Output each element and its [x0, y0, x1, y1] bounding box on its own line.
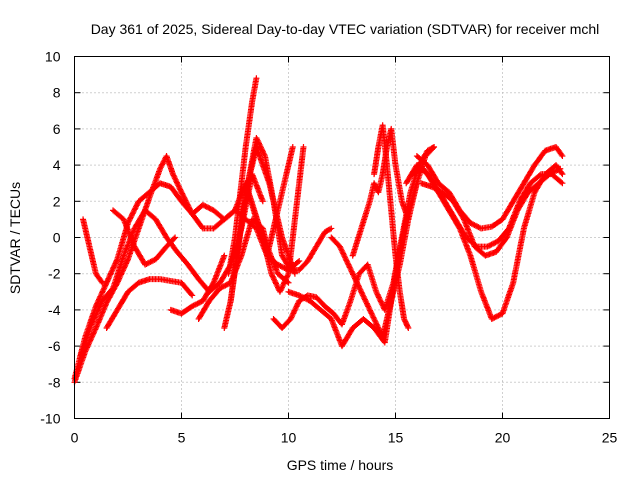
data-point: [178, 189, 185, 196]
y-tick-label: -4: [48, 302, 61, 318]
y-tick-label: 6: [53, 121, 61, 137]
series-track-markers: [243, 145, 307, 294]
series-track-markers: [104, 276, 195, 330]
series-track-markers: [225, 76, 260, 276]
tick-labels: 0 5 10 15 20 25 -10 -8 -6 -4 -2 0 2 4 6 8 10: [40, 49, 617, 446]
series-track-markers: [371, 123, 411, 330]
y-tick-label: -2: [48, 266, 61, 282]
x-tick-label: 10: [281, 430, 297, 446]
plot-frame: [74, 56, 610, 419]
series-track-markers: [80, 217, 105, 285]
data-points: [71, 75, 566, 386]
x-tick-label: 20: [495, 430, 511, 446]
y-tick-label: 10: [45, 49, 61, 65]
y-tick-label: 8: [53, 85, 61, 101]
y-tick-label: 4: [53, 157, 61, 173]
y-tick-label: -10: [40, 411, 60, 427]
series-track-markers: [169, 254, 227, 317]
series-track-markers: [264, 145, 296, 258]
x-tick-label: 15: [388, 430, 404, 446]
data-point: [557, 165, 564, 172]
x-tick-label: 25: [602, 430, 618, 446]
series-track-13: [264, 144, 296, 259]
data-point: [409, 171, 416, 178]
series-track-6: [110, 207, 179, 268]
series-track-22: [418, 165, 564, 259]
data-point: [353, 279, 360, 286]
x-tick-label: 5: [178, 430, 186, 446]
y-axis-label: SDTVAR / TECUs: [7, 182, 23, 294]
x-axis-label: GPS time / hours: [287, 457, 394, 473]
series-track-5: [103, 276, 196, 331]
series-track-markers: [419, 166, 562, 259]
chart-title: Day 361 of 2025, Sidereal Day-to-day VTE…: [91, 21, 600, 37]
y-tick-label: -8: [48, 374, 61, 390]
series-track-18: [371, 122, 412, 331]
data-point: [371, 315, 378, 322]
series-track-4: [80, 216, 106, 286]
y-tick-label: 0: [53, 230, 61, 246]
data-point: [362, 297, 369, 304]
y-tick-label: 2: [53, 193, 61, 209]
series-track-markers: [350, 127, 411, 258]
series-track-markers: [111, 208, 177, 267]
y-tick-label: -6: [48, 338, 61, 354]
x-tick-label: 0: [71, 430, 79, 446]
series-track-17: [349, 125, 412, 259]
data-point: [345, 261, 352, 268]
series-track-12: [242, 144, 307, 295]
series-track-7: [167, 252, 228, 317]
